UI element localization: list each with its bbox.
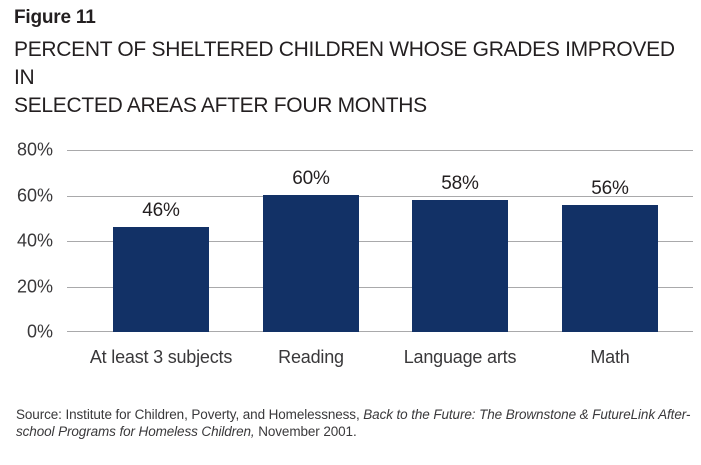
gridline-60 <box>67 195 693 197</box>
bar-value-label: 60% <box>292 168 330 189</box>
x-label-at-least-3-subjects: At least 3 subjects <box>89 347 233 367</box>
bar-group-reading: 60% <box>263 168 359 332</box>
plot-area: 46% 60% 58% 56% <box>67 150 693 332</box>
bar-value-label: 58% <box>441 173 479 194</box>
bar-group-language-arts: 58% <box>412 173 508 332</box>
gridline-20 <box>67 286 693 288</box>
bar-group-math: 56% <box>562 178 658 332</box>
bar-group-at-least-3-subjects: 46% <box>113 200 209 332</box>
y-tick-40: 40% <box>16 230 53 251</box>
source-publication-title: Back to the Future: The Brownstone & Fut… <box>16 407 691 439</box>
x-label-math: Math <box>590 347 630 367</box>
x-label-language-arts: Language arts <box>403 347 517 367</box>
figure-number: Figure 11 <box>14 7 96 28</box>
chart-title: PERCENT OF SHELTERED CHILDREN WHOSE GRAD… <box>14 36 699 120</box>
bar-language-arts <box>412 200 508 332</box>
source-prefix: Source: Institute for Children, Poverty,… <box>16 407 364 422</box>
x-label-reading: Reading <box>278 347 344 367</box>
chart-title-line-1: PERCENT OF SHELTERED CHILDREN WHOSE GRAD… <box>14 38 675 89</box>
bar-value-label: 56% <box>591 178 629 199</box>
bar-at-least-3-subjects <box>113 227 209 332</box>
y-tick-20: 20% <box>16 276 53 296</box>
source-suffix: November 2001. <box>254 424 357 439</box>
bar-reading <box>263 195 359 332</box>
y-tick-0: 0% <box>26 321 53 342</box>
y-tick-60: 60% <box>16 185 53 205</box>
chart-title-line-2: SELECTED AREAS AFTER FOUR MONTHS <box>14 94 427 117</box>
bar-math <box>562 205 658 332</box>
y-tick-80: 80% <box>16 139 53 160</box>
source-note: Source: Institute for Children, Poverty,… <box>16 406 692 440</box>
bar-value-label: 46% <box>142 200 180 221</box>
gridline-40 <box>67 241 693 242</box>
gridline-80 <box>67 150 693 151</box>
gridline-0-baseline <box>67 331 693 332</box>
